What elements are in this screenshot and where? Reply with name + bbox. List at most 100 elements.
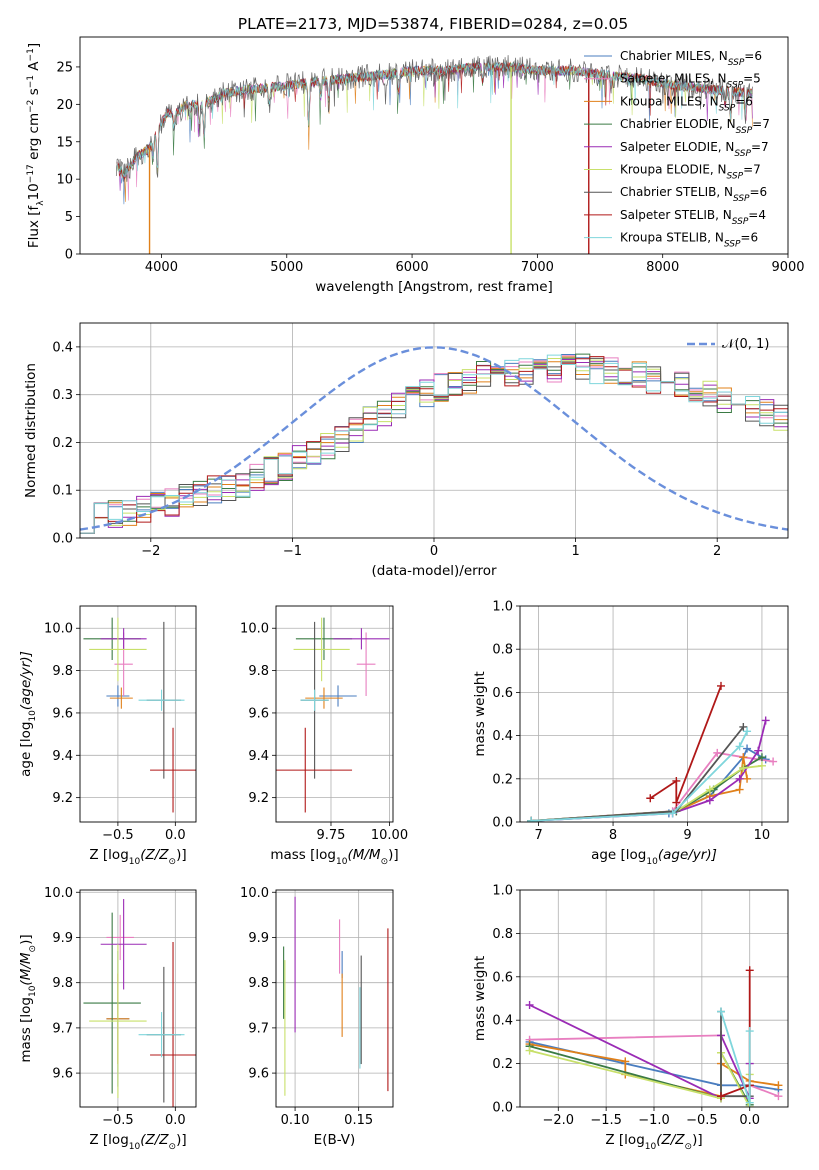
x-tick-label: 9.75 — [317, 828, 346, 843]
x-axis-label: wavelength [Angstrom, rest frame] — [315, 279, 553, 295]
y-tick-label: 9.4 — [52, 749, 73, 764]
weight-marker — [743, 727, 752, 736]
y-tick-label: 0.4 — [52, 340, 73, 355]
weight-marker — [774, 1092, 783, 1101]
figure-title: PLATE=2173, MJD=53874, FIBERID=0284, z=0… — [238, 15, 628, 33]
plot-area-Z_age — [80, 606, 196, 822]
y-tick-label: 10.0 — [240, 622, 269, 637]
y-tick-label: 10.0 — [240, 886, 269, 901]
x-axis-label: age [log10(age/yr)] — [591, 847, 717, 867]
axes-frame — [79, 36, 789, 255]
axes-frame — [275, 889, 394, 1108]
y-tick-label: 9.8 — [248, 976, 269, 991]
weight-marker — [672, 776, 681, 785]
y-tick-label: 0.2 — [52, 436, 73, 451]
weight-marker — [739, 753, 748, 762]
weight-marker — [735, 774, 744, 783]
x-axis-label: Z [log10(Z/Z⊙)] — [89, 1132, 186, 1152]
x-tick-label: 10.00 — [371, 828, 408, 843]
legend: Chabrier MILES, NSSP=6 Salpeter MILES, NS… — [584, 49, 770, 250]
histogram-salpeter-stelib — [80, 356, 788, 534]
plot-area-spectrum — [115, 55, 753, 254]
x-axis-label: Z [log10(Z/Z⊙)] — [89, 847, 186, 867]
legend-label: Kroupa ELODIE, NSSP=7 — [620, 163, 761, 182]
weight-marker — [672, 798, 681, 807]
y-tick-label: 0.2 — [492, 772, 513, 787]
y-tick-label: 0.1 — [52, 484, 73, 499]
weight-marker — [717, 1092, 725, 1101]
weight-marker — [745, 966, 754, 975]
weight-marker — [705, 785, 714, 794]
weight-marker — [743, 774, 752, 783]
y-tick-label: 9.9 — [52, 931, 73, 946]
y-tick-label: 9.6 — [52, 1067, 73, 1082]
legend-label: 𝒩(0, 1) — [722, 337, 769, 352]
y-axis-label: mass weight — [472, 671, 488, 756]
weight-marker — [743, 744, 752, 753]
y-tick-label: 0.4 — [492, 1014, 513, 1029]
weight-marker — [717, 681, 725, 690]
x-tick-label: 0 — [430, 544, 438, 559]
y-tick-label: 0.0 — [52, 532, 73, 547]
weight-marker — [757, 753, 766, 762]
x-tick-label: 2 — [713, 544, 721, 559]
weight-marker — [713, 748, 722, 757]
y-tick-label: 1.0 — [492, 600, 513, 615]
plot-area-residuals — [80, 323, 788, 538]
axes-EBV_mass: 0.10 0.15 9.6 9.7 9.8 9.9 10.0 E(B-V) — [240, 886, 394, 1148]
weight-marker — [769, 757, 778, 766]
x-tick-label: 0.15 — [344, 1113, 373, 1128]
x-tick-label: 5000 — [270, 260, 303, 275]
x-tick-label: 0.0 — [165, 828, 186, 843]
x-tick-label: 8 — [609, 828, 617, 843]
y-tick-label: 9.2 — [52, 791, 73, 806]
x-tick-label: −1.5 — [590, 1113, 622, 1128]
axes-mass_age: 9.75 10.00 9.2 9.4 9.6 9.8 10.0 mass [log10(M/M… — [240, 605, 408, 867]
y-tick-label: 10 — [56, 173, 73, 188]
x-tick-label: −2 — [141, 544, 160, 559]
axes-residuals: −2 −1 0 1 2 0.0 0.1 0.2 0.3 0.4 (data-model)/error… — [23, 322, 789, 579]
legend-label: Chabrier MILES, NSSP=6 — [620, 49, 762, 68]
legend-label: Kroupa MILES, NSSP=6 — [620, 94, 753, 113]
y-tick-label: 9.8 — [52, 664, 73, 679]
x-tick-label: 0.10 — [281, 1113, 310, 1128]
y-tick-label: 5 — [65, 210, 73, 225]
weight-marker — [774, 1081, 783, 1090]
y-tick-label: 9.7 — [52, 1021, 73, 1036]
axes-Z_age: −0.5 0.0 9.2 9.4 9.6 9.8 10.0 Z [log10(Z/Z⊙)] ag… — [18, 605, 197, 867]
normal-curve — [80, 346, 788, 531]
y-tick-label: 25 — [56, 60, 73, 75]
y-tick-label: 0 — [65, 248, 73, 263]
y-tick-label: 0.2 — [492, 1057, 513, 1072]
y-tick-label: 9.6 — [248, 706, 269, 721]
axes-frame — [79, 889, 197, 1108]
y-tick-label: 0.8 — [492, 643, 513, 658]
axes-Z_weight: −2.0 −1.5 −1.0 −0.5 0.0 0.0 0.2 0.4 0.6 0.8 1.0 Z [… — [472, 884, 789, 1152]
axes-frame — [519, 605, 789, 823]
y-tick-label: 0.4 — [492, 729, 513, 744]
axes-frame — [79, 605, 197, 823]
weight-marker — [527, 816, 536, 822]
y-tick-label: 0.0 — [492, 1101, 513, 1116]
y-tick-label: 9.6 — [248, 1067, 269, 1082]
weight-marker — [621, 1057, 630, 1066]
spectrum-line-kroupa-stelib — [116, 61, 753, 177]
weight-marker — [705, 796, 714, 805]
x-tick-label: 6000 — [396, 260, 429, 275]
x-tick-label: 0.0 — [165, 1113, 186, 1128]
weight-marker — [739, 722, 748, 731]
x-axis-label: (data-model)/error — [371, 563, 497, 579]
y-tick-label: 10.0 — [44, 886, 73, 901]
weight-marker — [761, 716, 770, 725]
y-tick-label: 20 — [56, 98, 73, 113]
y-tick-label: 9.7 — [248, 1021, 269, 1036]
y-tick-label: 9.9 — [248, 931, 269, 946]
x-tick-label: −0.5 — [102, 1113, 134, 1128]
y-tick-label: 0.6 — [492, 686, 513, 701]
plot-area-Z_mass — [80, 890, 196, 1107]
weight-line-salpeter-stelib — [649, 685, 722, 803]
axes-frame — [275, 605, 394, 823]
y-tick-label: 9.4 — [248, 749, 269, 764]
weight-marker — [735, 785, 744, 794]
